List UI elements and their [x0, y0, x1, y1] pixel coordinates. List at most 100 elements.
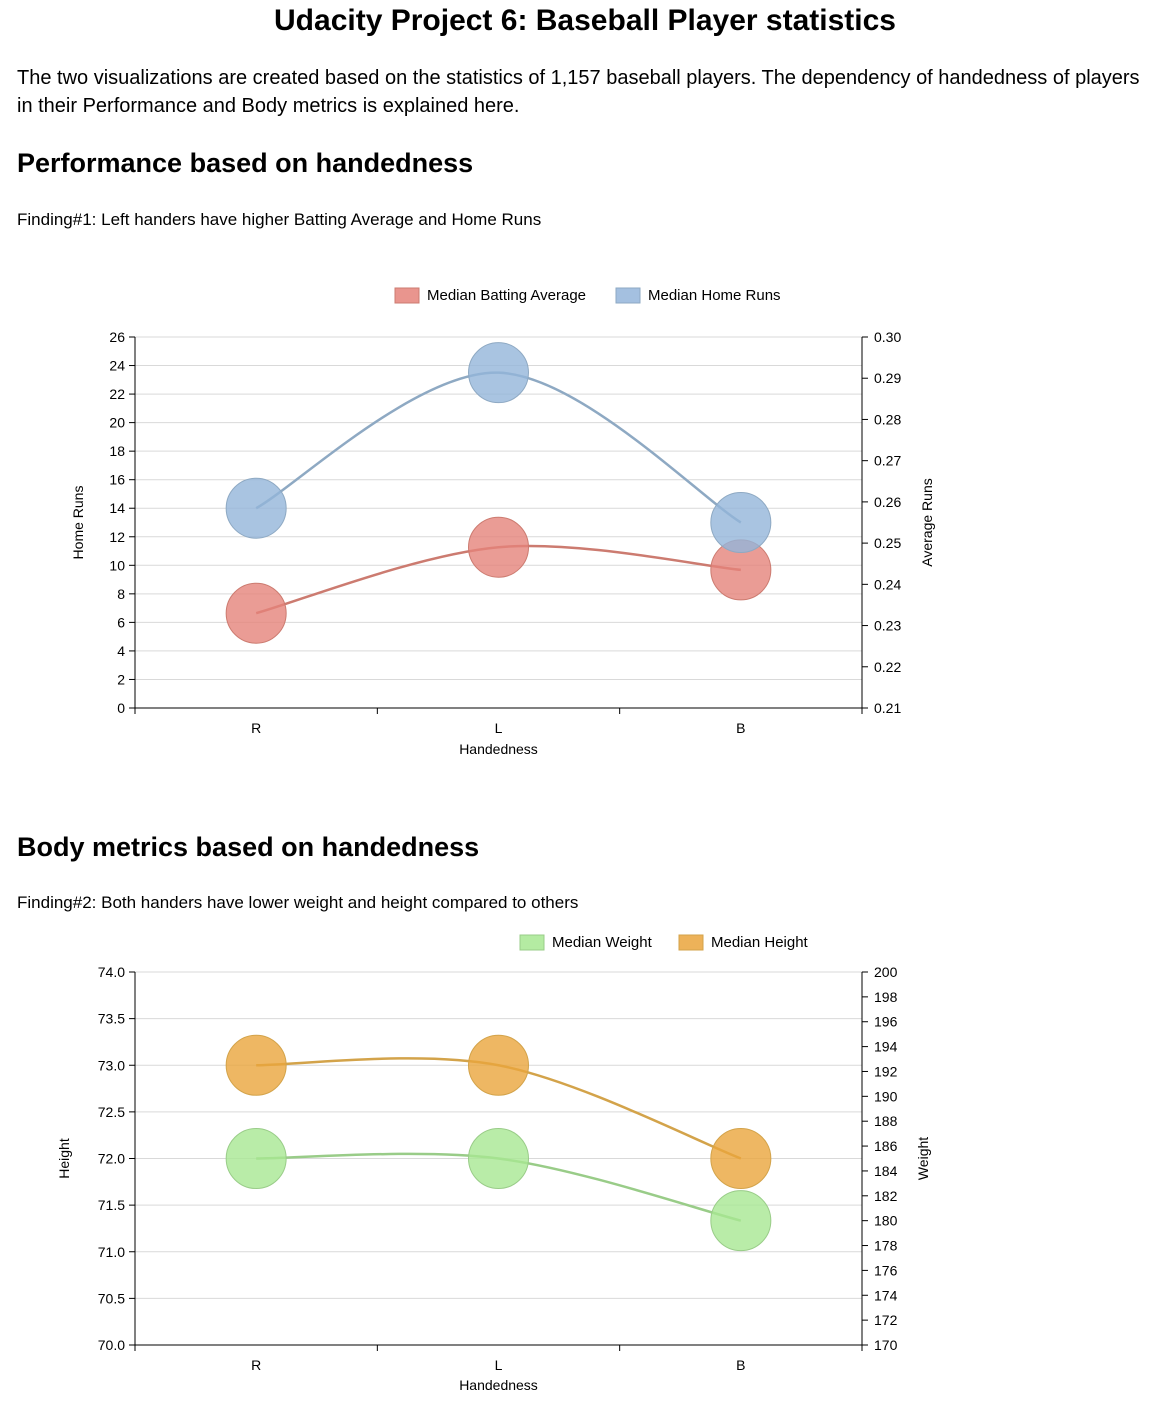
right-axis-tick-label: 170	[874, 1337, 898, 1353]
bubble-median-weight-b	[710, 1190, 772, 1252]
finding-1-text: Finding#1: Left handers have higher Batt…	[17, 210, 542, 229]
left-axis-tick-label: 20	[109, 415, 125, 431]
right-axis-tick-label: 198	[874, 989, 898, 1005]
x-axis-tick-label: R	[251, 720, 261, 736]
left-axis-tick-label: 26	[109, 329, 125, 345]
left-axis-tick-label: 22	[109, 386, 125, 402]
left-axis-tick-label: 72.5	[98, 1104, 125, 1120]
left-axis-tick-label: 16	[109, 472, 125, 488]
x-axis: R L B Handedness	[134, 707, 863, 757]
right-axis-tick-label: 0.28	[874, 411, 901, 427]
right-axis-tick-label: 0.25	[874, 535, 901, 551]
x-axis-title: Handedness	[459, 741, 538, 757]
right-axis-title: Average Runs	[919, 478, 935, 566]
left-axis-tick-label: 12	[109, 529, 125, 545]
series-median-home-runs	[225, 342, 772, 553]
bubble-median-batting-average-l	[468, 516, 529, 578]
right-axis-tick-label: 186	[874, 1138, 898, 1154]
right-axis-tick-label: 200	[874, 964, 898, 980]
series-median-batting-average	[225, 516, 772, 644]
right-axis-tick-label: 190	[874, 1088, 898, 1104]
left-axis-tick-label: 14	[109, 500, 125, 516]
left-axis-tick-label: 74.0	[98, 964, 125, 980]
left-axis-tick-label: 70.0	[98, 1337, 125, 1353]
x-axis-tick-label: B	[736, 720, 745, 736]
right-axis: 170 172 174 176 178 180 182 184 186 188 190 192 194 1…	[861, 964, 931, 1353]
right-axis-tick-label: 0.24	[874, 576, 901, 592]
right-axis-tick-label: 178	[874, 1238, 898, 1254]
right-axis-tick-label: 0.23	[874, 618, 901, 634]
right-axis-tick-label: 174	[874, 1287, 898, 1303]
bubble-median-home-runs-r	[225, 477, 287, 539]
bubble-median-weight-l	[468, 1128, 529, 1189]
bubble-median-height-b	[710, 1128, 772, 1189]
right-axis-tick-label: 194	[874, 1039, 898, 1055]
legend: Median Weight Median Height	[519, 934, 809, 951]
x-axis-tick-label: R	[251, 1357, 261, 1373]
right-axis-tick-label: 0.30	[874, 329, 901, 345]
left-axis-title: Home Runs	[70, 486, 86, 560]
left-axis-tick-label: 70.5	[98, 1290, 125, 1306]
bubble-median-home-runs-b	[710, 492, 772, 553]
legend: Median Batting Average Median Home Runs	[394, 287, 781, 304]
left-axis-title: Height	[56, 1138, 72, 1179]
right-axis-tick-label: 0.29	[874, 370, 901, 386]
legend-swatch	[519, 934, 545, 951]
left-axis-tick-label: 0	[117, 700, 125, 716]
right-axis-tick-label: 182	[874, 1188, 898, 1204]
left-axis-tick-label: 8	[117, 586, 125, 602]
legend-item-median-weight: Median Weight	[519, 934, 653, 951]
right-axis-tick-label: 0.26	[874, 494, 901, 510]
right-axis-tick-label: 188	[874, 1113, 898, 1129]
x-axis-tick-label: L	[495, 1357, 503, 1373]
series-median-height	[225, 1034, 772, 1189]
right-axis-tick-label: 176	[874, 1262, 898, 1278]
bubble-median-batting-average-r	[225, 582, 287, 644]
x-axis-tick-label: L	[495, 720, 503, 736]
x-axis-tick-label: B	[736, 1357, 745, 1373]
bubble-median-weight-r	[225, 1128, 287, 1189]
bubble-median-home-runs-l	[468, 342, 529, 404]
bubble-median-height-r	[225, 1034, 287, 1096]
legend-label: Median Weight	[552, 934, 653, 951]
section-heading-body-metrics: Body metrics based on handedness	[17, 832, 480, 862]
x-axis: R L B Handedness	[134, 1344, 863, 1393]
right-axis-tick-label: 196	[874, 1014, 898, 1030]
page-title: Udacity Project 6: Baseball Player stati…	[274, 4, 896, 37]
body-metrics-chart: 70.0 70.5 71.0 71.5 72.0 72.5 73.0 73.5 74.0 Heig…	[56, 934, 931, 1393]
right-axis: 0.21 0.22 0.23 0.24 0.25 0.26 0.27 0.28 0.29 0.30…	[861, 329, 935, 716]
left-axis-tick-label: 2	[117, 671, 125, 687]
right-axis-tick-label: 0.22	[874, 659, 901, 675]
left-axis-tick-label: 4	[117, 643, 125, 659]
right-axis-tick-label: 172	[874, 1312, 898, 1328]
legend-label: Median Batting Average	[427, 287, 586, 304]
left-axis-tick-label: 73.5	[98, 1011, 125, 1027]
right-axis-tick-label: 0.27	[874, 453, 901, 469]
left-axis-tick-label: 72.0	[98, 1151, 125, 1167]
legend-swatch	[615, 287, 641, 304]
right-axis-tick-label: 180	[874, 1213, 898, 1229]
left-axis-tick-label: 10	[109, 557, 125, 573]
finding-2-text: Finding#2: Both handers have lower weigh…	[17, 893, 579, 912]
legend-item-median-batting-average: Median Batting Average	[394, 287, 586, 304]
left-axis: 70.0 70.5 71.0 71.5 72.0 72.5 73.0 73.5 74.0 Heig…	[56, 964, 136, 1353]
right-axis-tick-label: 184	[874, 1163, 898, 1179]
x-axis-title: Handedness	[459, 1377, 538, 1393]
left-axis-tick-label: 18	[109, 443, 125, 459]
series-median-weight	[225, 1128, 772, 1252]
legend-label: Median Height	[711, 934, 809, 951]
legend-item-median-home-runs: Median Home Runs	[615, 287, 781, 304]
legend-item-median-height: Median Height	[678, 934, 809, 951]
left-axis-tick-label: 71.5	[98, 1197, 125, 1213]
right-axis-tick-label: 0.21	[874, 700, 901, 716]
left-axis-tick-label: 24	[109, 358, 125, 374]
section-heading-performance: Performance based on handedness	[17, 148, 474, 178]
legend-swatch	[678, 934, 704, 951]
right-axis-title: Weight	[915, 1137, 931, 1180]
left-axis-tick-label: 6	[117, 614, 125, 630]
right-axis-tick-label: 192	[874, 1063, 898, 1079]
intro-paragraph: The two visualizations are created based…	[17, 67, 1140, 117]
legend-swatch	[394, 287, 420, 304]
